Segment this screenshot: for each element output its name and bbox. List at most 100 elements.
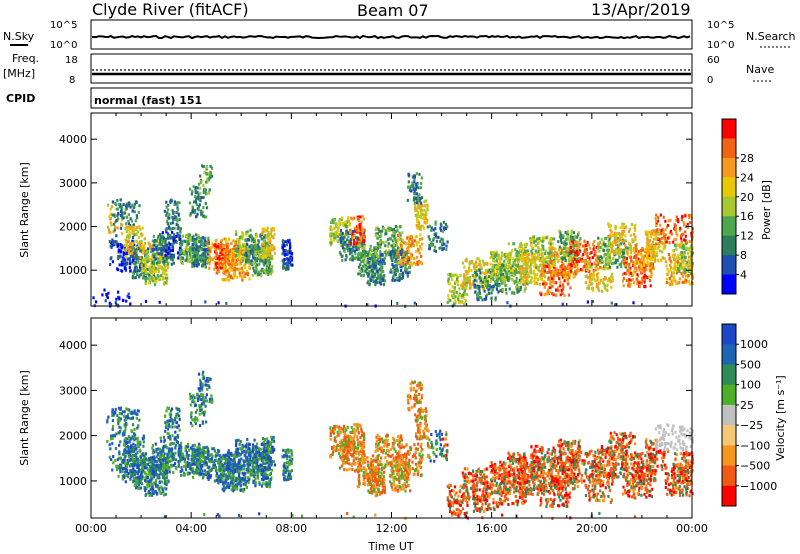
data-cell [389, 227, 392, 230]
cpid-frame [90, 87, 693, 109]
data-cell [190, 192, 193, 196]
data-cell [491, 288, 494, 292]
data-cell [281, 246, 284, 250]
data-cell [555, 288, 558, 292]
data-cell [587, 243, 591, 247]
data-cell [459, 294, 462, 298]
data-cell [363, 260, 366, 264]
data-cell [570, 264, 573, 267]
data-cell [567, 293, 571, 297]
data-cell [241, 275, 244, 279]
data-cell [254, 251, 257, 254]
data-cell [227, 237, 230, 241]
data-cell [454, 280, 457, 284]
data-cell [133, 243, 136, 247]
data-cell [430, 229, 433, 233]
data-cell [634, 235, 637, 239]
data-cell [622, 277, 625, 280]
data-cell [355, 248, 358, 252]
data-cell [126, 294, 129, 298]
data-cell [215, 251, 218, 255]
data-cell [443, 228, 446, 232]
data-cell [654, 237, 657, 241]
data-cell [284, 262, 287, 266]
data-cell [370, 249, 373, 252]
data-cell [550, 236, 553, 240]
data-cell [197, 205, 200, 209]
data-cell [375, 245, 378, 249]
data-cell [134, 251, 137, 255]
data-cell [401, 259, 404, 263]
data-cell [245, 250, 249, 254]
data-cell [473, 285, 476, 289]
data-cell [168, 252, 171, 256]
data-cell [504, 288, 508, 292]
data-cell [374, 264, 377, 268]
data-cell [120, 223, 124, 227]
data-cell [484, 279, 487, 283]
data-cell [375, 269, 378, 273]
data-cell [357, 217, 360, 220]
data-cell [548, 238, 551, 242]
data-cell [570, 231, 573, 235]
data-cell [638, 281, 641, 285]
data-cell [125, 254, 128, 258]
data-cell [357, 241, 360, 245]
data-cell [396, 229, 399, 233]
data-cell [439, 222, 442, 226]
data-cell [416, 204, 420, 207]
data-cell [500, 279, 503, 283]
data-cell [192, 238, 195, 242]
data-cell [172, 255, 175, 259]
data-cell [514, 253, 517, 257]
data-cell [551, 246, 554, 250]
data-cell [559, 280, 562, 284]
data-cell [165, 276, 168, 280]
data-cell [538, 237, 541, 241]
data-cell [458, 287, 461, 291]
data-cell [348, 248, 351, 251]
data-cell [561, 265, 564, 269]
data-cell [248, 277, 251, 281]
data-cell [576, 235, 579, 239]
data-cell [222, 270, 225, 274]
data-cell [639, 258, 642, 262]
data-cell [360, 260, 363, 264]
data-cell [339, 252, 342, 256]
data-cell [410, 189, 413, 193]
data-cell [353, 238, 356, 242]
data-cell [147, 254, 150, 258]
data-cell [640, 253, 643, 257]
data-cell [417, 186, 420, 190]
data-cell [159, 241, 162, 244]
data-cell [235, 230, 238, 234]
data-cell [453, 302, 456, 306]
data-cell [489, 262, 492, 266]
data-cell [418, 193, 421, 197]
data-cell [584, 244, 587, 247]
data-cell [368, 263, 371, 267]
data-cell [265, 251, 268, 255]
data-cell [575, 249, 578, 253]
data-cell [265, 242, 268, 245]
data-cell [330, 226, 333, 230]
data-cell [503, 279, 506, 283]
data-cell [565, 252, 568, 256]
data-cell [246, 270, 249, 274]
data-cell [652, 266, 655, 270]
data-cell [181, 239, 184, 243]
data-cell [154, 266, 157, 270]
data-cell [340, 254, 343, 258]
data-cell [397, 253, 400, 257]
data-cell [207, 191, 210, 195]
data-cell [346, 244, 349, 248]
data-cell [540, 293, 543, 297]
data-cell [579, 237, 582, 241]
data-cell [547, 277, 550, 281]
data-cell [592, 288, 595, 292]
data-cell [505, 252, 508, 256]
data-cell [205, 180, 208, 184]
data-cell [237, 258, 240, 262]
data-cell [193, 211, 197, 215]
freq-left-tick-top: 18 [65, 55, 78, 66]
